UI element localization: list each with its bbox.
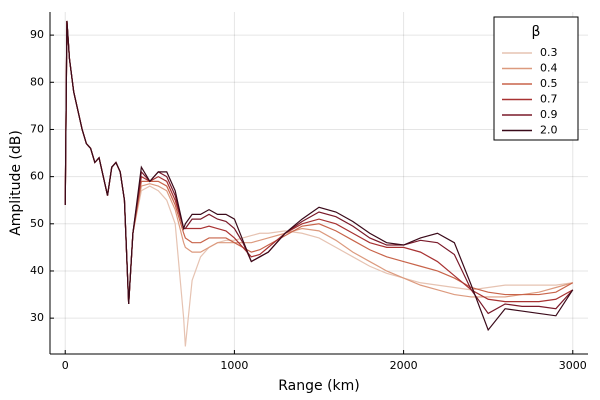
legend-box (493, 16, 579, 141)
y-tick-label: 30 (30, 311, 44, 324)
y-tick-label: 90 (30, 28, 44, 41)
x-tick-label: 2000 (390, 359, 418, 372)
legend-label: 0.3 (540, 46, 558, 59)
x-axis-label: Range (km) (278, 378, 360, 394)
legend-title: β (532, 24, 541, 40)
legend-label: 0.5 (540, 77, 558, 90)
x-tick-label: 3000 (559, 359, 587, 372)
y-tick-label: 60 (30, 170, 44, 183)
x-tick-label: 0 (62, 359, 69, 372)
series-line (64, 20, 574, 332)
y-tick-label: 40 (30, 264, 44, 277)
legend-label: 2.0 (540, 124, 558, 137)
y-tick-label: 70 (30, 122, 44, 135)
x-tick-label: 1000 (220, 359, 248, 372)
legend-label: 0.4 (540, 62, 558, 75)
y-tick-label: 80 (30, 75, 44, 88)
legend-label: 0.9 (540, 108, 558, 121)
y-axis-label: Amplitude (dB) (8, 130, 24, 236)
y-tick-label: 50 (30, 217, 44, 230)
legend-label: 0.7 (540, 93, 558, 106)
